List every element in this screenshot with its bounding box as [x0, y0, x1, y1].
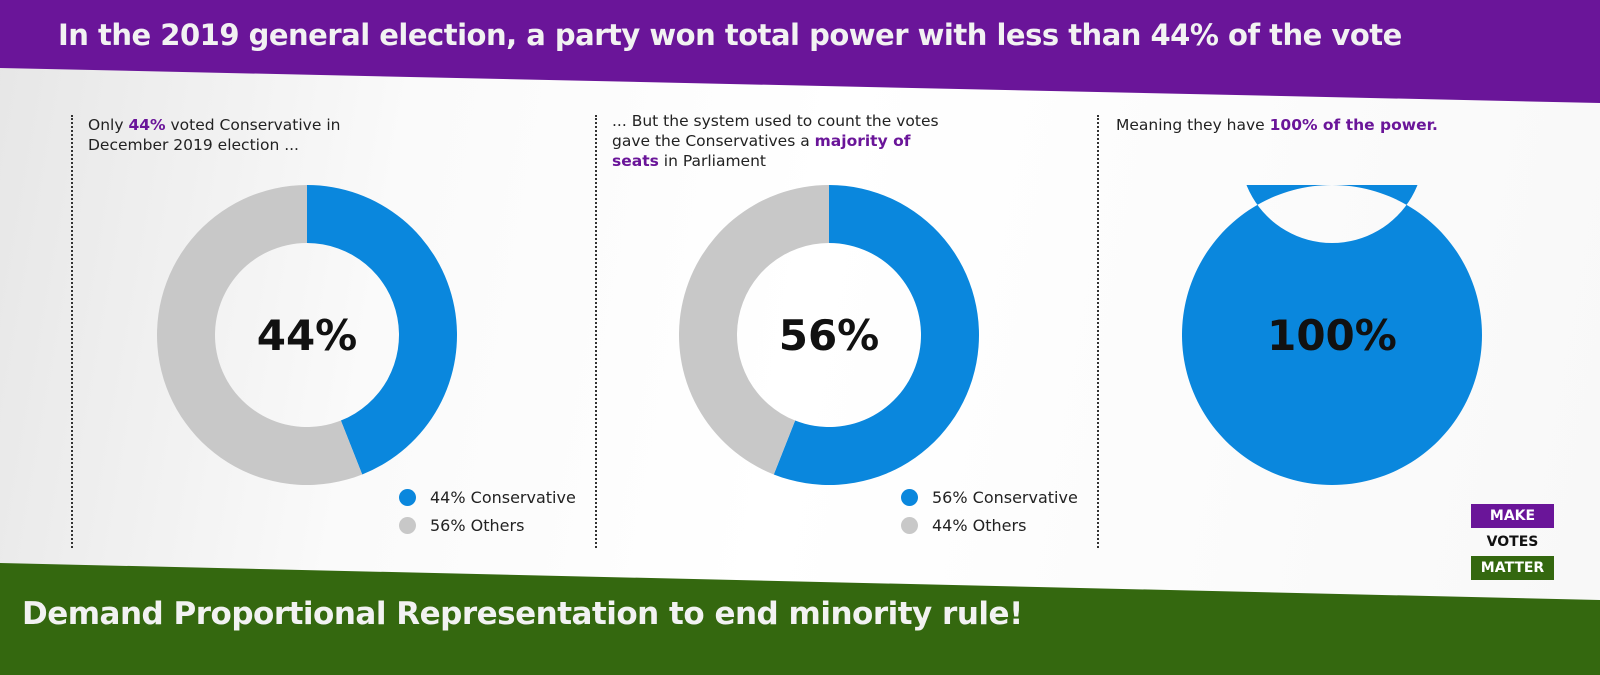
- donut-slice-others: [679, 185, 829, 475]
- footer-slogan: Demand Proportional Representation to en…: [22, 596, 1023, 632]
- donut-slice-conservative: [307, 185, 457, 475]
- legend-item-conservative: 56% Conservative: [901, 483, 1078, 511]
- donut-center-label: 56%: [779, 311, 880, 360]
- legend-2: 56% Conservative 44% Others: [901, 483, 1078, 539]
- legend-item-others: 56% Others: [399, 511, 576, 539]
- donut-slice-conservative: [1182, 185, 1482, 485]
- legend-label: 44% Conservative: [430, 487, 576, 507]
- gray-dot-icon: [399, 516, 416, 534]
- page-title: In the 2019 general election, a party wo…: [58, 18, 1402, 52]
- donut-slice-others: [157, 185, 363, 485]
- header-band: [0, 0, 1600, 103]
- legend-label: 56% Others: [430, 515, 525, 535]
- caption-2: ... But the system used to count the vot…: [612, 112, 939, 170]
- caption-3: Meaning they have 100% of the power.: [1116, 116, 1438, 134]
- donut-chart-power: 100%: [1182, 185, 1482, 485]
- legend-label: 44% Others: [932, 515, 1027, 535]
- divider: [595, 115, 597, 548]
- divider: [71, 115, 73, 548]
- logo-votes: VOTES: [1486, 534, 1539, 550]
- donut-center-label: 44%: [257, 311, 358, 360]
- donut-chart-seats: 56%: [679, 185, 979, 485]
- legend-item-conservative: 44% Conservative: [399, 483, 576, 511]
- logo-make: MAKE: [1471, 504, 1554, 528]
- caption-1: Only 44% voted Conservative in December …: [88, 116, 341, 154]
- legend-label: 56% Conservative: [932, 487, 1078, 507]
- logo-matter: MATTER: [1471, 556, 1554, 580]
- make-votes-matter-logo: MAKE VOTES MATTER: [1471, 504, 1554, 580]
- legend-1: 44% Conservative 56% Others: [399, 483, 576, 539]
- donut-slice-conservative: [773, 185, 979, 485]
- blue-dot-icon: [901, 488, 918, 506]
- legend-item-others: 44% Others: [901, 511, 1078, 539]
- gray-dot-icon: [901, 516, 918, 534]
- blue-dot-icon: [399, 488, 416, 506]
- donut-center-label: 100%: [1267, 311, 1397, 360]
- donut-chart-votes: 44%: [157, 185, 457, 485]
- divider: [1097, 115, 1099, 548]
